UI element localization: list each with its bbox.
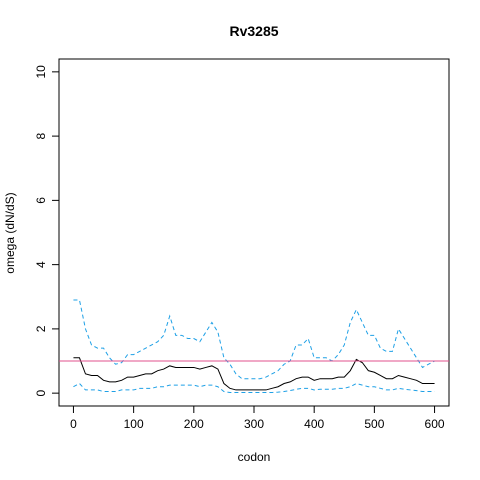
x-axis-label: codon <box>238 450 271 464</box>
y-tick-label: 4 <box>34 261 48 268</box>
y-tick-label: 10 <box>34 65 48 79</box>
series-line <box>73 299 435 380</box>
series-line <box>73 357 435 391</box>
chart-title: Rv3285 <box>229 23 278 39</box>
x-tick-label: 100 <box>124 417 144 431</box>
y-tick-label: 2 <box>34 325 48 332</box>
x-tick-label: 0 <box>70 417 77 431</box>
y-tick-label: 6 <box>34 197 48 204</box>
x-tick-label: 600 <box>425 417 445 431</box>
y-tick-label: 8 <box>34 132 48 139</box>
y-tick-label: 0 <box>34 389 48 396</box>
y-axis-label: omega (dN/dS) <box>3 192 17 273</box>
series-line <box>73 382 435 394</box>
x-tick-label: 200 <box>184 417 204 431</box>
x-tick-label: 300 <box>244 417 264 431</box>
x-tick-label: 500 <box>364 417 384 431</box>
x-tick-label: 400 <box>304 417 324 431</box>
